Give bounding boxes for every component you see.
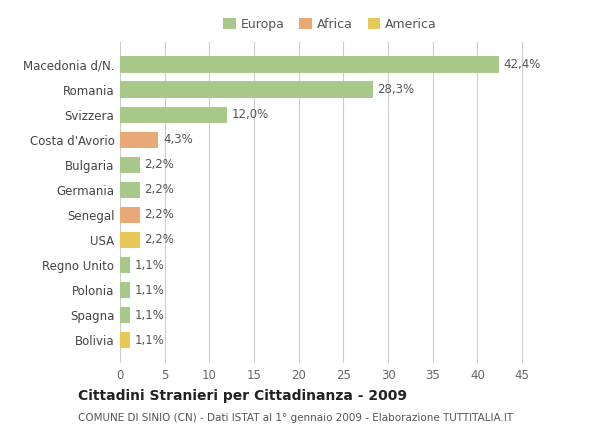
Bar (120, 106, 227, 123)
Bar (120, 282, 130, 298)
Text: 1,1%: 1,1% (134, 284, 164, 297)
Text: 2,2%: 2,2% (144, 209, 174, 221)
Text: 1,1%: 1,1% (134, 259, 164, 271)
Bar (120, 157, 140, 173)
Text: 42,4%: 42,4% (503, 58, 541, 71)
Text: 2,2%: 2,2% (144, 158, 174, 171)
Text: 28,3%: 28,3% (377, 83, 415, 96)
Bar (120, 132, 158, 148)
Bar (120, 257, 130, 273)
Text: 1,1%: 1,1% (134, 334, 164, 347)
Bar (120, 56, 499, 73)
Bar (120, 182, 140, 198)
Text: 2,2%: 2,2% (144, 234, 174, 246)
Text: COMUNE DI SINIO (CN) - Dati ISTAT al 1° gennaio 2009 - Elaborazione TUTTITALIA.I: COMUNE DI SINIO (CN) - Dati ISTAT al 1° … (78, 413, 513, 423)
Text: 1,1%: 1,1% (134, 309, 164, 322)
Bar (120, 307, 130, 323)
Text: 4,3%: 4,3% (163, 133, 193, 146)
Text: 12,0%: 12,0% (232, 108, 269, 121)
Bar (120, 232, 140, 248)
Text: 2,2%: 2,2% (144, 183, 174, 196)
Text: Cittadini Stranieri per Cittadinanza - 2009: Cittadini Stranieri per Cittadinanza - 2… (78, 389, 407, 403)
Bar (120, 81, 373, 98)
Bar (120, 207, 140, 223)
Bar (120, 332, 130, 348)
Legend: Europa, Africa, America: Europa, Africa, America (218, 13, 442, 36)
